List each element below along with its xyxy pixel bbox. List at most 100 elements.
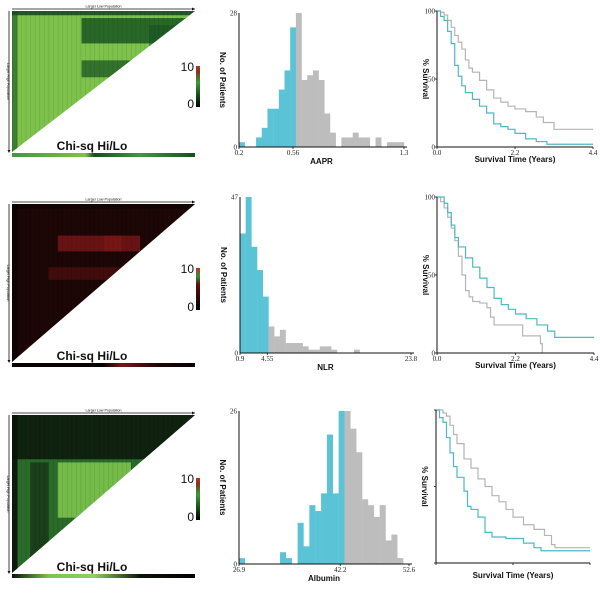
heatmap-column xyxy=(130,11,132,152)
histogram-bar xyxy=(341,137,348,147)
heatmap-column xyxy=(190,11,192,152)
heatmap-column xyxy=(185,204,187,362)
heatmap-column xyxy=(57,11,59,152)
y-tick-label: 0 xyxy=(432,350,436,358)
heatmap-column xyxy=(25,11,27,152)
heatmap-column xyxy=(80,204,82,362)
heatmap-column xyxy=(108,11,109,152)
heatmap-column xyxy=(103,204,105,362)
heatmap-column xyxy=(48,415,50,573)
histogram-bar xyxy=(325,346,332,353)
heatmap-column xyxy=(66,415,68,573)
histogram-bar xyxy=(240,233,246,353)
histogram-bar xyxy=(375,137,382,147)
histogram-bar xyxy=(356,452,363,564)
y-axis-label: No. of Patients xyxy=(218,52,227,109)
histogram-bar xyxy=(285,558,292,564)
heatmap-column xyxy=(112,415,114,573)
heatmap-column xyxy=(144,204,146,362)
histogram-bar xyxy=(354,349,360,353)
histogram-bar xyxy=(321,493,328,564)
x-tick-label: 2.2 xyxy=(511,355,520,363)
survival-curve-high xyxy=(436,409,590,549)
heatmap-column xyxy=(57,415,59,573)
histogram-bar xyxy=(303,546,310,564)
heatmap-column xyxy=(16,11,18,152)
histogram-bar xyxy=(261,127,268,147)
histogram-bar xyxy=(290,27,297,147)
heatmap-column xyxy=(103,415,105,573)
heatmap-band xyxy=(12,204,18,362)
x-axis-label: Albumin xyxy=(308,574,340,583)
colorbar xyxy=(196,66,200,107)
histogram-bar xyxy=(392,142,399,147)
x-axis-label: Survival Time (Years) xyxy=(475,361,556,370)
x-tick-label: 26.9 xyxy=(233,566,246,574)
histogram-bar xyxy=(302,346,309,353)
arrow-head-icon xyxy=(7,150,11,153)
y-tick-label: 100 xyxy=(425,8,436,16)
histogram-bar xyxy=(362,499,369,564)
histogram-bar xyxy=(273,108,280,147)
survival-curve-low xyxy=(437,196,594,338)
histogram-bar xyxy=(314,349,320,353)
heatmap-column xyxy=(167,204,169,362)
y-tick-label: 0 xyxy=(432,144,436,152)
y-tick-label: 0 xyxy=(234,561,238,569)
heatmap-column xyxy=(153,11,155,152)
histogram-bar xyxy=(291,343,298,353)
heatmap-column xyxy=(76,204,77,362)
histogram-bar xyxy=(274,336,281,353)
heatmap-column xyxy=(190,204,192,362)
heatmap-column xyxy=(62,204,63,362)
histogram-bar xyxy=(239,558,246,564)
histogram-bar xyxy=(301,80,308,147)
histogram-bar xyxy=(373,516,380,564)
heatmap-column xyxy=(21,11,22,152)
xtile-plot: Larger Low Population Larger High Populat… xyxy=(6,198,200,367)
x-tick-label: 0.0 xyxy=(433,355,442,363)
heatmap-column xyxy=(34,11,36,152)
x-axis-label: AAPR xyxy=(310,157,333,166)
heatmap-column xyxy=(190,415,192,573)
chi-square-strip xyxy=(12,153,195,157)
y-axis-label: % Survival xyxy=(421,255,430,295)
histogram-bar xyxy=(350,428,357,564)
histogram-bar xyxy=(297,522,304,564)
heatmap-column xyxy=(85,204,86,362)
histogram-bar xyxy=(251,246,258,353)
x-tick-label: 0.9 xyxy=(236,355,245,363)
heatmap-column xyxy=(12,204,13,362)
histogram-bar xyxy=(331,349,338,353)
heatmap-column xyxy=(185,415,187,573)
heatmap-column xyxy=(144,11,146,152)
survival-plot: Survival Time (Years) % Survival xyxy=(420,409,591,580)
heatmap-column xyxy=(112,204,114,362)
heatmap-band xyxy=(103,235,141,252)
histogram-bar xyxy=(318,80,325,147)
histogram: 0.9 4.55 23.8 0 47 NLR No. of Patients xyxy=(219,194,418,373)
x-axis-label: NLR xyxy=(317,363,334,372)
heatmap-column xyxy=(126,415,127,573)
heatmap-column xyxy=(34,415,36,573)
side-axis-label: Larger High Population xyxy=(6,476,10,513)
x-tick-label: 0.2 xyxy=(235,149,244,157)
heatmap-column xyxy=(39,204,41,362)
y-tick-label: 100 xyxy=(425,194,436,202)
histogram-bar xyxy=(312,70,319,147)
heatmap-column xyxy=(94,11,95,152)
colorbar xyxy=(196,268,200,310)
heatmap-column xyxy=(135,204,137,362)
heatmap-column xyxy=(30,11,31,152)
heatmap-column xyxy=(176,415,178,573)
heatmap-column xyxy=(44,204,45,362)
x-tick-label: 42.2 xyxy=(334,566,347,574)
heatmap-band xyxy=(30,462,49,558)
heatmap-column xyxy=(176,204,178,362)
heatmap-column xyxy=(89,415,91,573)
heatmap-column xyxy=(117,204,118,362)
y-tick-label: 47 xyxy=(231,194,239,202)
heatmap-column xyxy=(16,204,18,362)
y-axis-label: No. of Patients xyxy=(219,247,228,304)
y-axis-label: % Survival xyxy=(420,466,429,506)
